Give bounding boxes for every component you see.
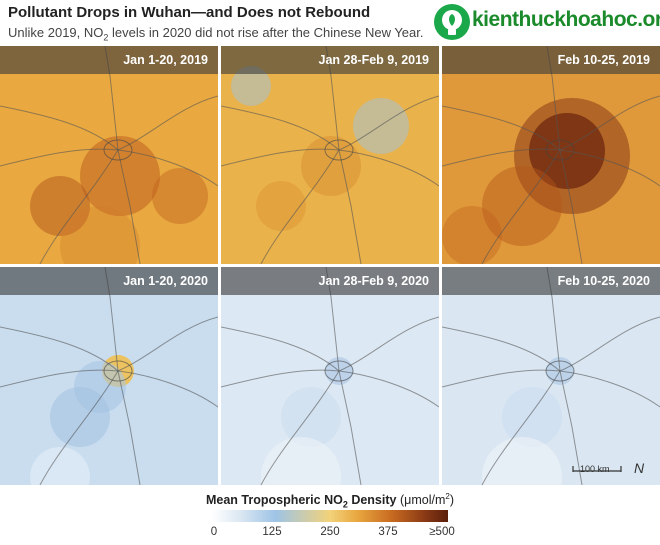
pollution-hotspot xyxy=(50,387,110,447)
map-panel: Jan 28-Feb 9, 2020 xyxy=(221,267,439,485)
road-line xyxy=(338,370,362,485)
panel-date-label: Jan 1-20, 2019 xyxy=(0,46,218,74)
panel-date-label: Feb 10-25, 2020 xyxy=(442,267,660,295)
pollution-hotspot xyxy=(231,66,271,106)
road-line xyxy=(260,149,340,264)
road-line xyxy=(559,95,660,151)
pollution-hotspot xyxy=(514,98,630,214)
page-subtitle: Unlike 2019, NO2 levels in 2020 did not … xyxy=(8,25,424,43)
pollution-hotspot xyxy=(301,136,361,196)
pollution-hotspot xyxy=(482,437,562,485)
legend-title: Mean Tropospheric NO2 Density (μmol/m2) xyxy=(205,492,454,510)
no2-map xyxy=(221,46,439,264)
scale-label: 100 km xyxy=(580,464,610,474)
city-ring-road xyxy=(324,139,354,161)
city-ring-road xyxy=(545,139,575,161)
map-panel: Jan 28-Feb 9, 2019 xyxy=(221,46,439,264)
leaf-bulb-logo-icon xyxy=(434,4,470,40)
header: Pollutant Drops in Wuhan—and Does not Re… xyxy=(0,0,660,44)
pollution-hotspot xyxy=(261,437,341,485)
city-ring-road xyxy=(545,360,575,382)
page-title: Pollutant Drops in Wuhan—and Does not Re… xyxy=(8,4,371,21)
city-ring-road xyxy=(103,360,133,382)
map-panel: Jan 1-20, 2020 xyxy=(0,267,218,485)
no2-map xyxy=(442,46,660,264)
city-ring-road xyxy=(103,139,133,161)
road-line xyxy=(39,370,119,485)
panel-date-label: Jan 1-20, 2020 xyxy=(0,267,218,295)
pollution-hotspot xyxy=(256,181,306,231)
north-arrow-icon: N xyxy=(634,460,645,476)
no2-map xyxy=(0,267,218,485)
legend-tick: 0 xyxy=(210,526,218,538)
road-line xyxy=(559,149,583,264)
road-line xyxy=(117,370,141,485)
legend-colorbar xyxy=(212,510,448,522)
road-line xyxy=(338,316,439,372)
pollution-hotspot xyxy=(152,168,208,224)
road-line xyxy=(338,95,439,151)
pollution-hotspot xyxy=(482,166,562,246)
road-line xyxy=(39,149,119,264)
map-panel: Feb 10-25, 2020 xyxy=(442,267,660,485)
road-line xyxy=(481,149,561,264)
city-ring-road xyxy=(324,360,354,382)
pollution-hotspot xyxy=(30,176,90,236)
pollution-hotspot xyxy=(281,387,341,447)
no2-map xyxy=(221,267,439,485)
road-line xyxy=(481,370,561,485)
scale-bar xyxy=(572,466,622,472)
panel-date-label: Jan 28-Feb 9, 2019 xyxy=(221,46,439,74)
road-line xyxy=(117,95,218,151)
pollution-hotspot xyxy=(442,206,502,264)
road-line xyxy=(338,149,362,264)
road-line xyxy=(117,316,218,372)
panel-date-label: Feb 10-25, 2019 xyxy=(442,46,660,74)
site-logo: kienthuckhoahoc.org xyxy=(432,0,660,44)
pollution-hotspot xyxy=(60,206,140,264)
map-panel: Feb 10-25, 2019 xyxy=(442,46,660,264)
legend-tick: 375 xyxy=(378,526,398,538)
road-line xyxy=(559,316,660,372)
map-panel: Jan 1-20, 2019 xyxy=(0,46,218,264)
road-line xyxy=(117,149,141,264)
no2-map xyxy=(442,267,660,485)
no2-map xyxy=(0,46,218,264)
pollution-hotspot xyxy=(80,136,160,216)
road-line xyxy=(260,370,340,485)
legend-tick: 125 xyxy=(262,526,282,538)
pollution-hotspot xyxy=(502,387,562,447)
logo-text: kienthuckhoahoc.org xyxy=(472,8,660,31)
pollution-hotspot xyxy=(353,98,409,154)
panel-date-label: Jan 28-Feb 9, 2020 xyxy=(221,267,439,295)
legend-tick: 250 xyxy=(320,526,340,538)
legend-tick: ≥500 xyxy=(429,526,455,538)
road-line xyxy=(559,370,583,485)
